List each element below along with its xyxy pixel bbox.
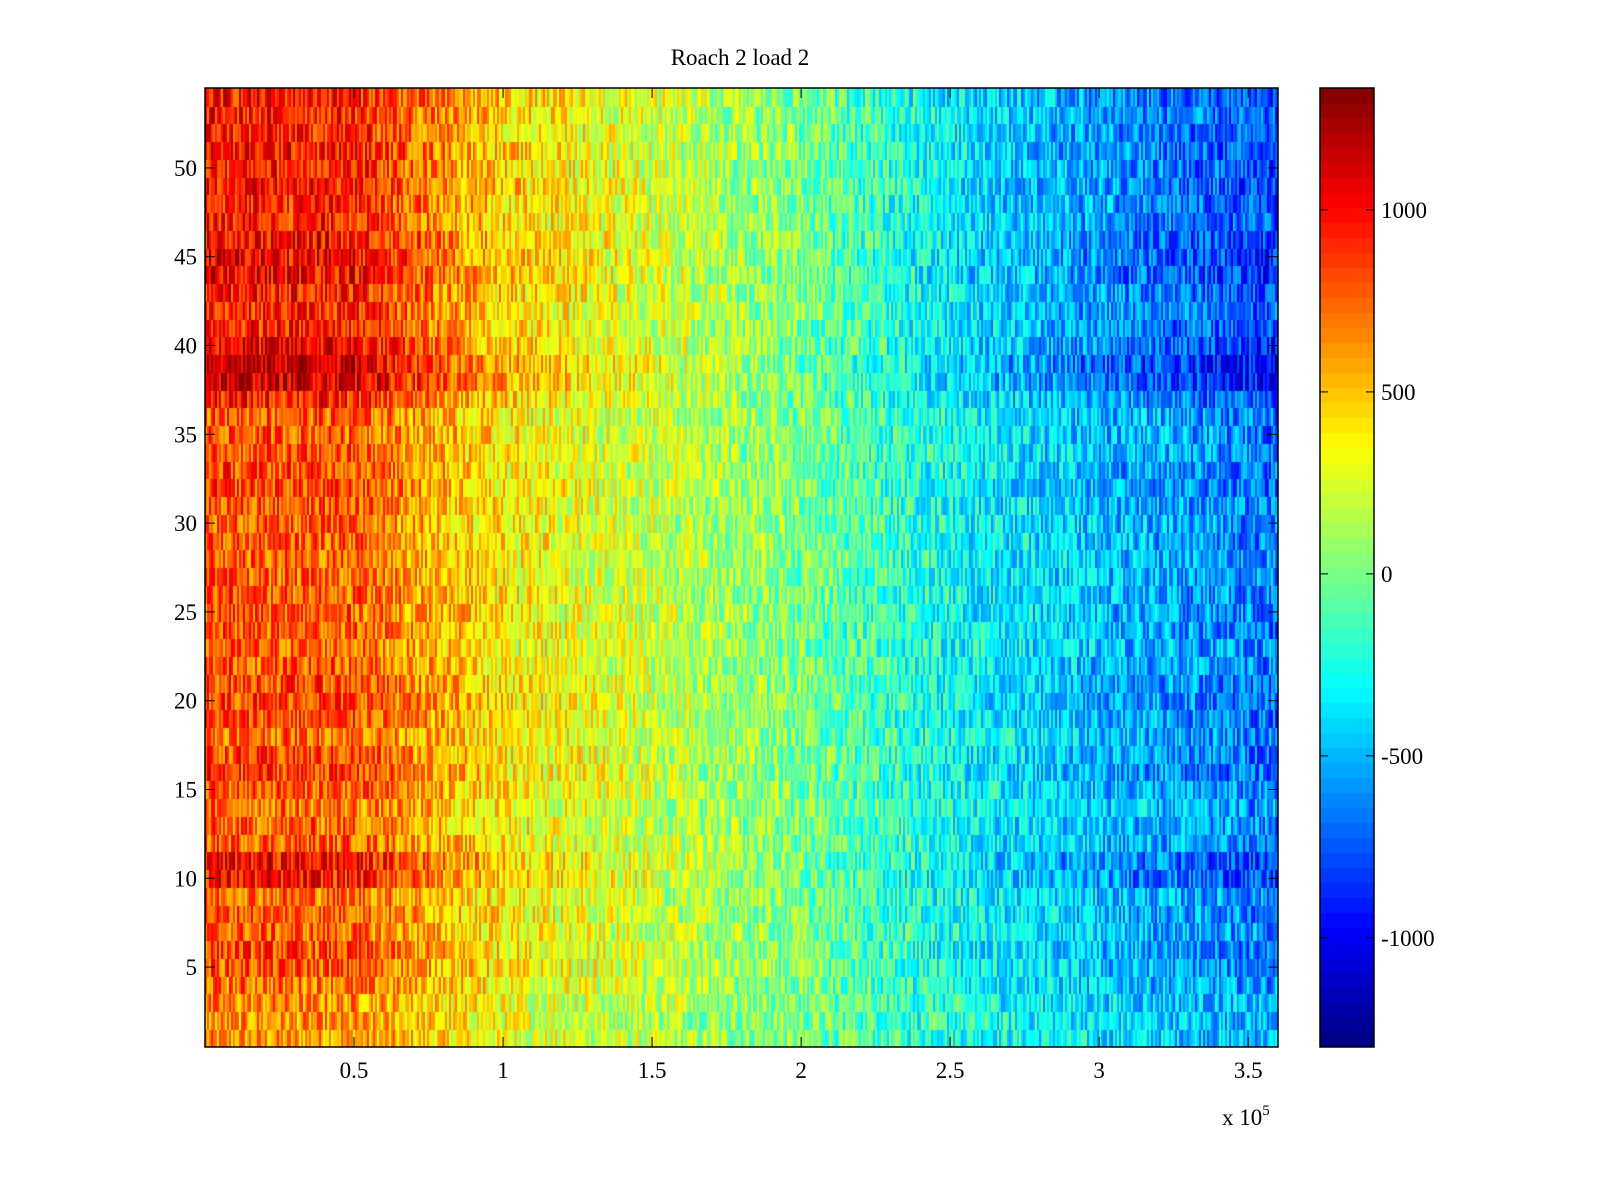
y-tick-label: 15 (174, 777, 197, 802)
y-tick-label: 40 (174, 334, 197, 359)
chart-title: Roach 2 load 2 (671, 45, 810, 70)
x-tick-label: 3.5 (1234, 1058, 1263, 1083)
colorbar-tick-label: 0 (1381, 562, 1393, 587)
y-tick-label: 50 (174, 156, 197, 181)
x-tick-label: 2 (795, 1058, 807, 1083)
y-tick-label: 20 (174, 689, 197, 714)
colorbar-tick-label: 1000 (1381, 198, 1427, 223)
y-tick-label: 10 (174, 866, 197, 891)
colorbar-ticks: 1000 500 0 -500 -1000 (1320, 198, 1435, 951)
colorbar (1320, 88, 1374, 1047)
y-axis-ticks: 5 10 15 20 25 30 35 40 45 50 (174, 156, 1278, 980)
x-axis-ticks: 0.5 1 1.5 2 2.5 3 3.5 (340, 88, 1263, 1083)
colorbar-tick-label: -500 (1381, 744, 1423, 769)
x-axis-multiplier: x 105 (1222, 1103, 1270, 1130)
x-tick-label: 2.5 (936, 1058, 965, 1083)
x-tick-label: 0.5 (340, 1058, 369, 1083)
colorbar-tick-label: -1000 (1381, 926, 1435, 951)
x-tick-label: 1.5 (638, 1058, 667, 1083)
y-tick-label: 45 (174, 245, 197, 270)
y-tick-label: 35 (174, 422, 197, 447)
plot-frame (204, 87, 1279, 1048)
y-tick-label: 5 (186, 955, 198, 980)
colorbar-frame (1319, 87, 1375, 1048)
x-tick-label: 1 (497, 1058, 509, 1083)
colorbar-tick-label: 500 (1381, 380, 1416, 405)
y-tick-label: 25 (174, 600, 197, 625)
heatmap-image (205, 88, 1278, 1047)
x-tick-label: 3 (1093, 1058, 1105, 1083)
y-tick-label: 30 (174, 511, 197, 536)
